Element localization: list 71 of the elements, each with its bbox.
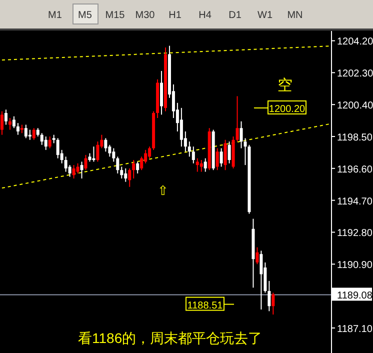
- candlestick: [200, 160, 203, 172]
- candlestick: [16, 122, 20, 136]
- candlestick: [48, 136, 52, 149]
- candlestick: [76, 162, 80, 174]
- candlestick: [4, 109, 8, 126]
- candlestick: [112, 148, 116, 162]
- candlestick: [24, 124, 28, 139]
- candlestick: [204, 158, 207, 172]
- candlestick: [272, 292, 275, 316]
- y-tick-label: 1190.90: [337, 260, 373, 272]
- y-tick-label: 1202.30: [337, 68, 373, 80]
- ref-line-label: 1189.08: [337, 290, 373, 302]
- candlestick: [136, 161, 140, 174]
- candlestick: [116, 156, 120, 174]
- text: M5: [78, 10, 92, 21]
- candlestick: [192, 146, 195, 164]
- annotation: ⇧: [158, 183, 168, 198]
- candlestick: [80, 161, 84, 179]
- candlestick: [56, 138, 60, 159]
- y-tick-label: 1194.70: [337, 196, 373, 208]
- candlestick: [220, 148, 223, 168]
- y-tick-label: 1198.50: [337, 132, 373, 144]
- candlestick: [40, 132, 44, 146]
- text: M1: [48, 10, 62, 21]
- candlestick: [84, 154, 88, 171]
- candlestick: [236, 96, 239, 142]
- candlestick: [260, 250, 263, 310]
- candlestick: [96, 141, 100, 162]
- candlestick: [128, 168, 132, 188]
- candlestick: [120, 166, 124, 179]
- candlestick: [0, 110, 4, 136]
- candlestick: [12, 116, 16, 129]
- candlestick: [108, 144, 112, 158]
- annotation: 1188.51: [187, 300, 224, 312]
- y-tick-label: 1187.10: [337, 324, 373, 335]
- candlestick: [196, 158, 199, 172]
- candlestick: [104, 138, 108, 152]
- candlestick: [148, 146, 152, 159]
- annotation: 空: [278, 77, 292, 94]
- text: H4: [198, 10, 212, 21]
- text: D1: [228, 10, 242, 21]
- text: M15: [105, 10, 126, 21]
- candlestick: [132, 160, 136, 179]
- annotation: 1200.20: [268, 104, 306, 115]
- y-tick-label: 1200.40: [337, 100, 373, 112]
- candlestick: [44, 136, 48, 150]
- candlestick: [72, 164, 76, 179]
- candlestick: [268, 280, 271, 312]
- candlestick: [64, 156, 68, 172]
- y-tick-label: 1196.60: [337, 164, 373, 176]
- candlestick: [160, 70, 164, 116]
- candlestick: [140, 156, 144, 171]
- text: MN: [287, 10, 303, 21]
- candlestick: [224, 139, 227, 171]
- candlestick: [216, 148, 219, 171]
- candlestick: [8, 118, 12, 130]
- text: H1: [168, 10, 182, 21]
- candlestick: [180, 107, 183, 148]
- candlestick: [32, 128, 36, 140]
- y-tick-label: 1204.20: [337, 36, 373, 48]
- candlestick: [124, 168, 128, 182]
- y-tick-label: 1192.80: [337, 228, 373, 240]
- candlestick: [240, 120, 243, 149]
- text: M30: [135, 10, 156, 21]
- text: W1: [258, 10, 273, 21]
- candlestick: [28, 129, 32, 140]
- candlestick: [256, 246, 259, 265]
- candlestick: [188, 141, 191, 158]
- candlestick: [92, 146, 96, 162]
- candlestick: [228, 141, 231, 164]
- annotation: 看1186的，周末都平仓玩去了: [78, 330, 262, 346]
